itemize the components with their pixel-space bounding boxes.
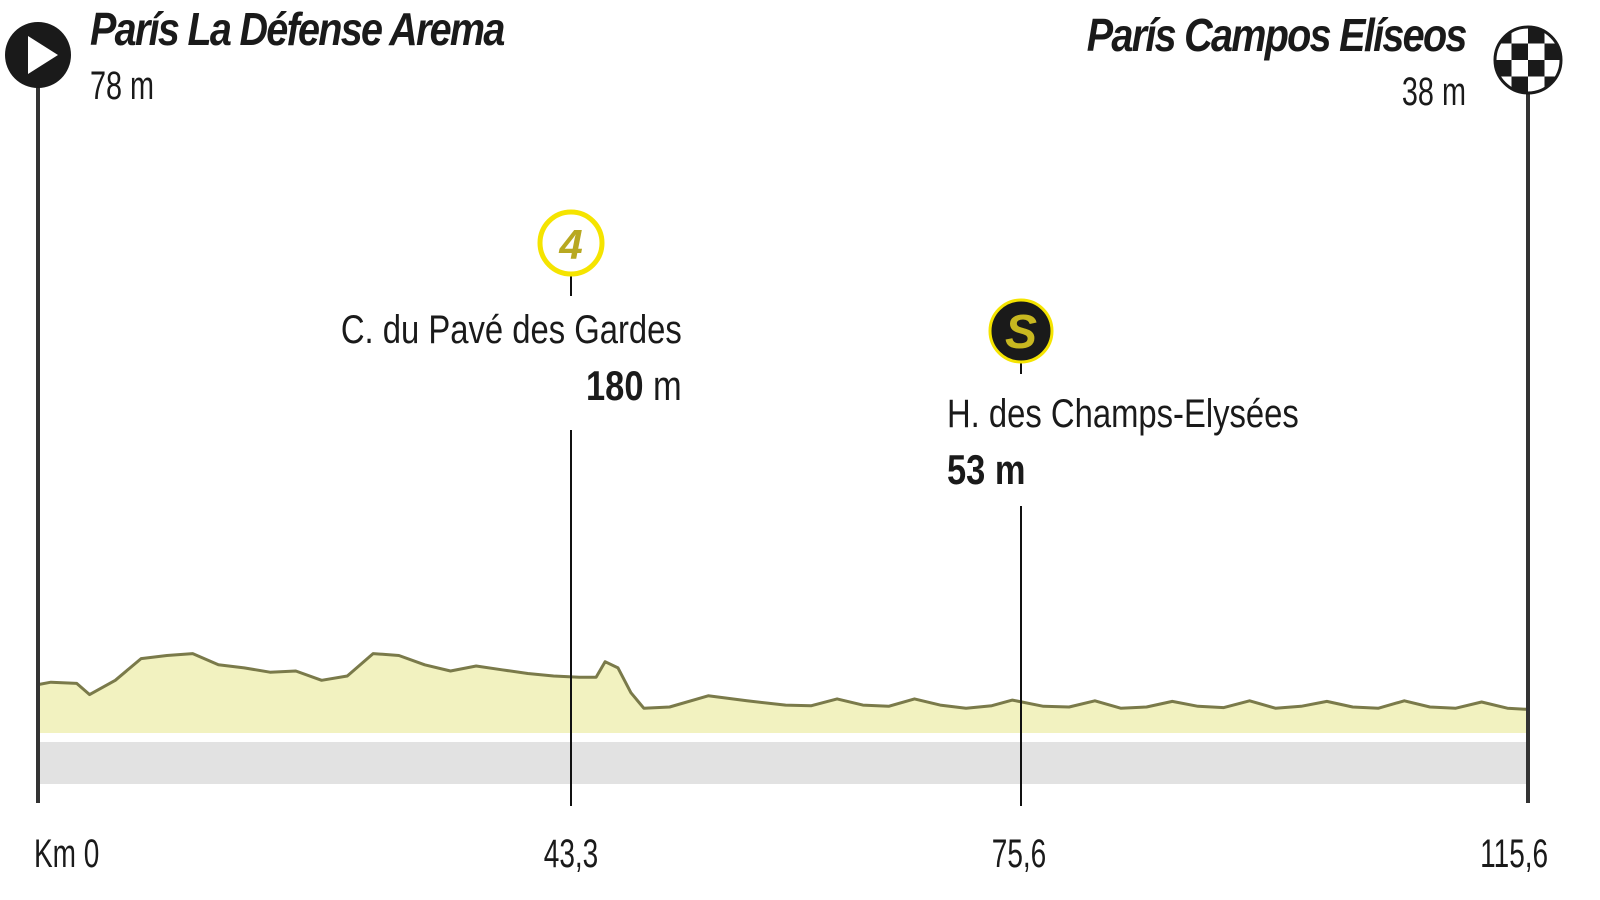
start-altitude: 78 m [90, 64, 155, 108]
finish-location-name: París Campos Elíseos [1087, 9, 1468, 61]
elevation-line [37, 652, 1529, 711]
sprint-badge: S [988, 298, 1054, 364]
sprint-altitude: 53 m [947, 446, 1026, 493]
climb-category-badge: 4 [537, 209, 605, 277]
checkered-flag-icon [1493, 25, 1563, 95]
start-location-name: París La Défense Arema [90, 3, 505, 55]
play-start-icon [5, 22, 71, 88]
sprint-symbol: S [1005, 306, 1037, 359]
climb-altitude-unit: m [653, 362, 682, 409]
climb-altitude: 180 m [586, 362, 682, 410]
km-label-climb: 43,3 [543, 832, 599, 876]
finish-altitude: 38 m [1401, 70, 1466, 114]
climb-name: C. du Pavé des Gardes [341, 308, 682, 352]
climb-altitude-value: 180 [586, 362, 644, 409]
km-label-sprint: 75,6 [991, 832, 1047, 876]
km-label-finish: 115,6 [1480, 832, 1548, 876]
climb-category-number: 4 [558, 221, 582, 268]
base-band [38, 742, 1528, 784]
elevation-area [38, 653, 1528, 733]
km-label-start: Km 0 [34, 832, 100, 876]
sprint-name: H. des Champs-Elysées [947, 392, 1299, 436]
